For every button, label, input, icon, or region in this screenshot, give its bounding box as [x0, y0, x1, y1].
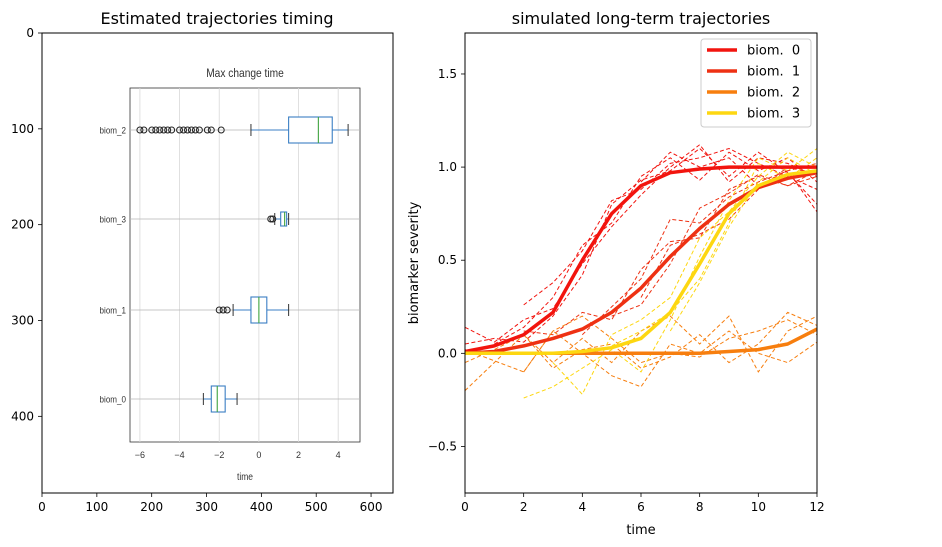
sample-trajectory [465, 147, 817, 345]
left-x-tick-label: 300 [195, 500, 218, 514]
inner-x-tick-label: −2 [214, 450, 224, 460]
inner-title: Max change time [206, 67, 284, 80]
box-iqr [288, 116, 333, 144]
box-outlier [156, 126, 164, 134]
box-outlier [164, 126, 172, 134]
right-ylabel: biomarker severity [407, 201, 422, 324]
box-iqr [280, 211, 288, 227]
right-x-tick-label: 0 [461, 500, 469, 514]
box-outlier [168, 126, 176, 134]
box-outlier [219, 306, 227, 314]
left-chart-title: Estimated trajectories timing [100, 9, 333, 28]
inner-row-label: biom_1 [100, 305, 127, 316]
right-x-tick-label: 8 [696, 500, 704, 514]
mean-trajectory [465, 169, 817, 356]
inner-row-label: biom_0 [100, 394, 127, 405]
mean-trajectory [465, 165, 817, 354]
right-y-tick-label: 0.5 [438, 253, 457, 267]
box-outlier [215, 306, 223, 314]
right-y-tick-label: 0.0 [438, 346, 457, 360]
sample-trajectory [523, 330, 817, 388]
legend-label: biom. 2 [747, 86, 800, 101]
legend-label: biom. 3 [747, 107, 800, 122]
box-outlier [187, 126, 195, 134]
sample-trajectory [552, 151, 817, 396]
inner-row-label: biom_2 [100, 125, 127, 136]
box-outlier [191, 126, 199, 134]
inner-row-label: biom_3 [100, 214, 127, 225]
right-y-tick-label: −0.5 [428, 439, 457, 453]
box-outlier [269, 215, 277, 223]
legend: biom. 0 biom. 1 biom. 2 biom. 3 [700, 38, 812, 128]
sample-trajectory [465, 144, 817, 343]
left-y-tick-label: 400 [11, 409, 34, 423]
right-x-tick-label: 4 [579, 500, 587, 514]
right-x-tick-label: 2 [520, 500, 528, 514]
sample-trajectory [523, 148, 817, 399]
mean-trajectory [465, 170, 817, 356]
inner-plot-frame [129, 87, 361, 443]
left-x-tick-label: 500 [305, 500, 328, 514]
left-y-tick-label: 300 [11, 314, 34, 328]
box-biom_1: biom_1 [100, 296, 290, 324]
inner-x-tick-label: 4 [336, 450, 341, 460]
right-xlabel: time [626, 523, 655, 538]
sample-trajectory [611, 170, 817, 317]
box-outlier [176, 126, 184, 134]
inner-x-tick-label: −4 [174, 450, 184, 460]
sample-trajectory [465, 315, 817, 373]
left-y-tick-label: 0 [26, 26, 34, 40]
right-x-tick-label: 12 [809, 500, 824, 514]
box-biom_2: biom_2 [100, 116, 349, 144]
box-outlier [140, 126, 148, 134]
inner-x-tick-label: −6 [135, 450, 145, 460]
right-y-tick-label: 1.0 [438, 160, 457, 174]
left-y-tick-label: 100 [11, 122, 34, 136]
legend-box [700, 38, 812, 128]
left-x-tick-label: 200 [140, 500, 163, 514]
right-x-tick-label: 6 [637, 500, 645, 514]
left-y-tick-label: 200 [11, 218, 34, 232]
box-outlier [195, 126, 203, 134]
right-y-tick-label: 1.5 [438, 67, 457, 81]
left-x-tick-label: 0 [38, 500, 46, 514]
right-x-tick-label: 10 [751, 500, 766, 514]
box-iqr [210, 385, 226, 413]
box-outlier [207, 126, 215, 134]
sample-trajectory [669, 157, 817, 332]
inner-xlabel: time [237, 471, 253, 482]
legend-label: biom. 0 [747, 44, 800, 59]
box-biom_3: biom_3 [100, 211, 290, 227]
box-outlier [180, 126, 188, 134]
left-x-tick-label: 600 [360, 500, 383, 514]
inner-x-tick-label: 0 [256, 450, 261, 460]
sample-trajectory [523, 175, 817, 336]
right-chart-title: simulated long-term trajectories [512, 9, 771, 28]
left-x-tick-label: 400 [250, 500, 273, 514]
box-outlier [267, 215, 275, 223]
box-outlier [184, 126, 191, 134]
box-outlier [217, 126, 225, 134]
box-outlier [223, 306, 231, 314]
legend-label: biom. 1 [747, 65, 800, 80]
sample-trajectory [640, 166, 817, 298]
box-outlier [152, 126, 160, 134]
box-outlier [203, 126, 211, 134]
box-outlier [148, 126, 156, 134]
box-outlier [160, 126, 168, 134]
box-outlier [136, 126, 144, 134]
inner-x-tick-label: 2 [296, 450, 301, 460]
box-biom_0: biom_0 [100, 385, 238, 413]
left-x-tick-label: 100 [85, 500, 108, 514]
